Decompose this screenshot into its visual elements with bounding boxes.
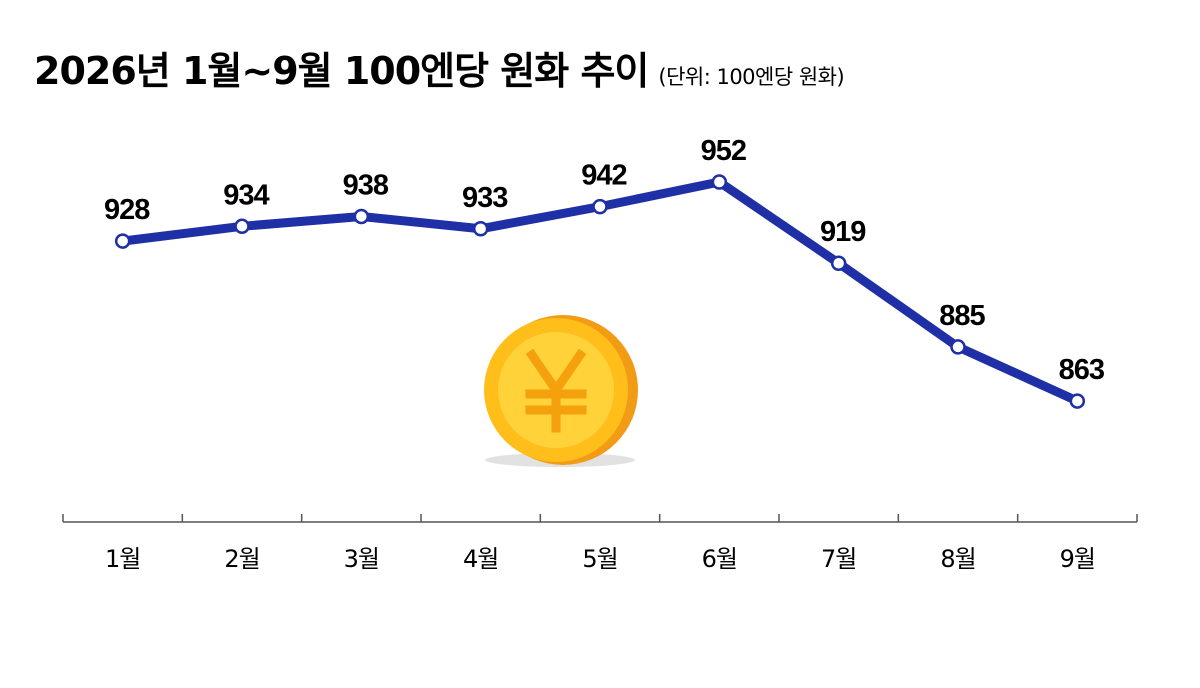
unit-note: (단위: 100엔당 원화): [658, 65, 845, 89]
data-point-marker: [950, 339, 966, 355]
data-point-marker: [711, 174, 728, 190]
title-row: 2026년 1월~9월 100엔당 원화 추이 (단위: 100엔당 원화): [34, 40, 845, 95]
x-tick-label: 5월: [582, 545, 617, 573]
x-tick-label: 3월: [344, 545, 379, 573]
data-point-marker: [1069, 393, 1086, 409]
series-markers: [114, 174, 1086, 409]
x-tick-label: 2월: [224, 545, 259, 573]
data-point-marker: [472, 221, 489, 237]
data-label: 933: [462, 182, 508, 214]
chart-title: 2026년 1월~9월 100엔당 원화 추이: [34, 49, 649, 93]
x-tick-label: 6월: [702, 545, 737, 573]
x-tick-label: 9월: [1060, 545, 1095, 573]
data-point-marker: [830, 255, 847, 271]
data-label: 928: [104, 194, 150, 226]
data-point-marker: [592, 198, 608, 215]
x-tick-label: 8월: [940, 545, 975, 573]
x-tick-label: 1월: [105, 545, 140, 573]
value-labels: 928 934 938 933 942 952 919 885 863: [104, 135, 1106, 386]
data-point-marker: [353, 208, 370, 225]
x-tick-label: 7월: [821, 545, 856, 573]
data-label: 942: [581, 160, 626, 192]
x-tick-labels: 1월 2월 3월 4월 5월 6월 7월 8월 9월: [105, 545, 1096, 573]
data-point-marker: [234, 218, 250, 235]
data-label: 938: [343, 169, 389, 201]
x-axis: [62, 514, 1138, 523]
data-label: 952: [701, 135, 746, 167]
data-label: 885: [939, 300, 985, 332]
data-label: 863: [1059, 354, 1105, 386]
yen-coin-icon: [484, 315, 638, 467]
x-tick-label: 4월: [463, 545, 498, 573]
data-point-marker: [114, 233, 131, 249]
data-label: 919: [820, 216, 866, 248]
data-label: 934: [223, 179, 269, 211]
